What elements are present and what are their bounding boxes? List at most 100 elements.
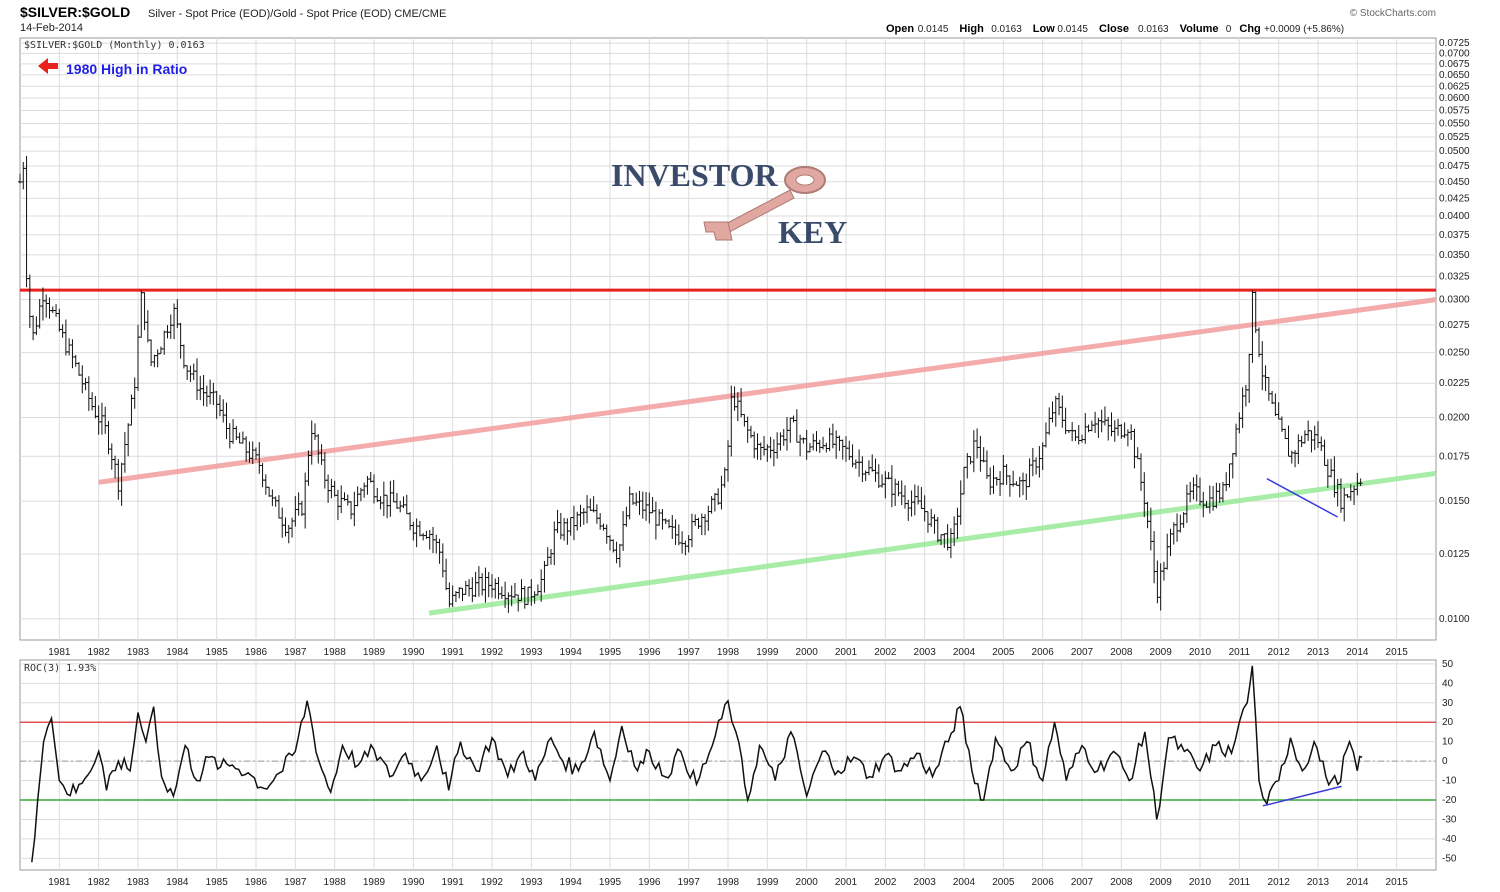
price-y-tick: 0.0625 <box>1439 81 1470 92</box>
roc-y-tick: -10 <box>1442 776 1457 787</box>
roc-divergence-line <box>1262 785 1342 807</box>
ohlc-value-volume: 0 <box>1226 24 1232 35</box>
ohlc-value-chg: +0.0009 (+5.86%) <box>1264 24 1344 35</box>
roc-y-tick: -40 <box>1442 834 1457 845</box>
price-y-tick: 0.0250 <box>1439 348 1470 359</box>
price-x-tick: 1988 <box>324 647 347 658</box>
price-x-tick: 1994 <box>560 647 583 658</box>
price-y-tick: 0.0375 <box>1439 230 1470 241</box>
roc-x-tick: 1996 <box>638 877 661 888</box>
price-legend: $SILVER:$GOLD (Monthly) 0.0163 <box>24 40 205 51</box>
price-x-tick: 2000 <box>796 647 819 658</box>
price-y-tick: 0.0600 <box>1439 93 1470 104</box>
roc-x-tick: 1987 <box>284 877 307 888</box>
price-y-tick: 0.0450 <box>1439 177 1470 188</box>
roc-x-tick: 1997 <box>678 877 701 888</box>
logo-line-2: KEY <box>778 214 847 250</box>
ohlc-bar <box>1358 478 1363 487</box>
price-x-tick: 1987 <box>284 647 307 658</box>
price-x-tick: 2004 <box>953 647 976 658</box>
price-x-tick: 2006 <box>1032 647 1055 658</box>
lower-channel-line <box>428 470 1437 616</box>
price-y-tick: 0.0200 <box>1439 412 1470 423</box>
price-y-tick: 0.0125 <box>1439 549 1470 560</box>
ohlc-value-close: 0.0163 <box>1138 24 1169 35</box>
roc-x-tick: 2003 <box>914 877 937 888</box>
price-y-tick: 0.0100 <box>1439 614 1470 625</box>
roc-y-tick: -50 <box>1442 853 1457 864</box>
price-y-tick: 0.0575 <box>1439 106 1470 117</box>
roc-y-tick: 0 <box>1442 756 1448 767</box>
price-x-tick: 1999 <box>756 647 779 658</box>
chart-header: $SILVER:$GOLD Silver - Spot Price (EOD)/… <box>20 4 1436 35</box>
roc-x-tick: 1999 <box>756 877 779 888</box>
price-y-tick: 0.0475 <box>1439 161 1470 172</box>
roc-x-tick: 2004 <box>953 877 976 888</box>
price-x-tick: 2003 <box>914 647 937 658</box>
price-x-tick: 1990 <box>402 647 425 658</box>
roc-x-tick: 2005 <box>992 877 1015 888</box>
roc-series <box>31 665 1363 863</box>
price-x-tick: 1992 <box>481 647 504 658</box>
price-x-tick: 2015 <box>1386 647 1409 658</box>
roc-y-axis: 50 40 30 20 10 0 -10 -20 -30 -40 -50 <box>1442 659 1457 864</box>
roc-x-tick: 1982 <box>88 877 111 888</box>
roc-x-tick: 2010 <box>1189 877 1212 888</box>
price-x-tick: 1993 <box>520 647 543 658</box>
price-y-tick: 0.0550 <box>1439 118 1470 129</box>
price-x-tick: 1996 <box>638 647 661 658</box>
price-y-tick: 0.0675 <box>1439 59 1470 70</box>
roc-x-tick: 2012 <box>1268 877 1291 888</box>
ohlc-label-close: Close <box>1099 23 1129 35</box>
chart-date: 14-Feb-2014 <box>20 22 83 34</box>
price-x-tick: 1997 <box>678 647 701 658</box>
price-x-tick: 1983 <box>127 647 150 658</box>
price-x-tick: 2005 <box>992 647 1015 658</box>
price-x-tick: 2010 <box>1189 647 1212 658</box>
roc-x-axis: 1981 1982 1983 1984 1985 1986 1987 1988 1989 1990… <box>48 877 1408 888</box>
roc-x-tick: 1981 <box>48 877 71 888</box>
price-x-tick: 2011 <box>1229 647 1251 658</box>
roc-x-tick: 2007 <box>1071 877 1094 888</box>
roc-y-tick: 30 <box>1442 698 1454 709</box>
roc-x-tick: 2002 <box>874 877 897 888</box>
ohlc-label-high: High <box>959 23 984 35</box>
roc-x-tick: 2013 <box>1307 877 1330 888</box>
roc-x-tick: 1985 <box>206 877 229 888</box>
roc-x-tick: 1986 <box>245 877 268 888</box>
roc-reference-lines <box>20 721 1436 801</box>
price-x-tick: 1985 <box>206 647 229 658</box>
symbol-description: Silver - Spot Price (EOD)/Gold - Spot Pr… <box>148 8 446 20</box>
price-y-tick: 0.0700 <box>1439 48 1470 59</box>
price-x-tick: 1982 <box>88 647 111 658</box>
price-x-tick: 1989 <box>363 647 386 658</box>
price-y-tick: 0.0500 <box>1439 146 1470 157</box>
roc-x-tick: 1993 <box>520 877 543 888</box>
roc-x-tick: 1995 <box>599 877 622 888</box>
symbol-title: $SILVER:$GOLD <box>20 4 130 20</box>
price-x-tick: 2002 <box>874 647 897 658</box>
roc-x-tick: 1994 <box>560 877 583 888</box>
price-x-tick: 1995 <box>599 647 622 658</box>
red-arrow-icon <box>38 58 58 74</box>
roc-x-tick: 1983 <box>127 877 150 888</box>
price-x-tick: 2013 <box>1307 647 1330 658</box>
investor-key-logo: INVESTOR KEY <box>611 157 847 250</box>
price-y-tick: 0.0400 <box>1439 211 1470 222</box>
roc-line <box>31 665 1363 863</box>
ohlc-value-low: 0.0145 <box>1057 24 1088 35</box>
roc-y-tick: 20 <box>1442 717 1454 728</box>
roc-x-tick: 1998 <box>717 877 740 888</box>
ohlc-label-volume: Volume <box>1180 23 1219 35</box>
price-x-tick: 2008 <box>1110 647 1133 658</box>
roc-x-tick: 2008 <box>1110 877 1133 888</box>
price-y-tick: 0.0275 <box>1439 320 1470 331</box>
price-x-tick: 2012 <box>1268 647 1291 658</box>
price-x-tick: 1981 <box>48 647 71 658</box>
ohlc-bars <box>18 155 1363 613</box>
roc-x-tick: 1988 <box>324 877 347 888</box>
price-x-tick: 2001 <box>835 647 858 658</box>
roc-y-tick: 40 <box>1442 678 1454 689</box>
